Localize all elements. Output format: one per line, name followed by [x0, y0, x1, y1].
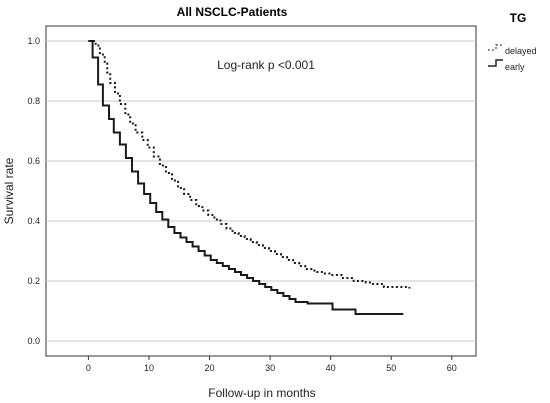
x-tick-label: 50 — [386, 363, 396, 373]
x-tick-label: 40 — [326, 363, 336, 373]
y-tick-labels: 0.0 0.2 0.4 0.6 0.8 1.0 — [27, 36, 40, 346]
y-tick-label: 0.2 — [27, 276, 40, 286]
y-tick-label: 0.4 — [27, 216, 40, 226]
gridlines — [46, 40, 476, 342]
x-tick-label: 30 — [265, 363, 275, 373]
legend-label-delayed: delayed — [505, 46, 537, 56]
x-tick-label: 0 — [86, 363, 91, 373]
legend-title: TG — [510, 11, 527, 25]
series-line-delayed — [88, 40, 411, 289]
plot-area-frame — [45, 25, 477, 357]
series-layer — [88, 40, 411, 315]
x-tick-labels: 0 10 20 30 40 50 60 — [86, 356, 457, 373]
y-tick-label: 0.8 — [27, 96, 40, 106]
legend-line-delayed — [488, 44, 502, 51]
legend: TG delayed early — [488, 11, 537, 72]
chart-title: All NSCLC-Patients — [177, 5, 288, 19]
legend-label-early: early — [505, 62, 525, 72]
x-tick-label: 20 — [205, 363, 215, 373]
logrank-annotation: Log-rank p <0.001 — [217, 58, 315, 72]
y-tick-label: 0.0 — [27, 336, 40, 346]
legend-line-early — [488, 59, 503, 67]
series-line-early — [88, 40, 404, 315]
y-tick-label: 0.6 — [27, 156, 40, 166]
y-axis-label: Survival rate — [2, 157, 16, 224]
x-tick-label: 10 — [144, 363, 154, 373]
x-tick-label: 60 — [447, 363, 457, 373]
y-tick-label: 1.0 — [27, 36, 40, 46]
x-axis-label: Follow-up in months — [208, 386, 315, 400]
